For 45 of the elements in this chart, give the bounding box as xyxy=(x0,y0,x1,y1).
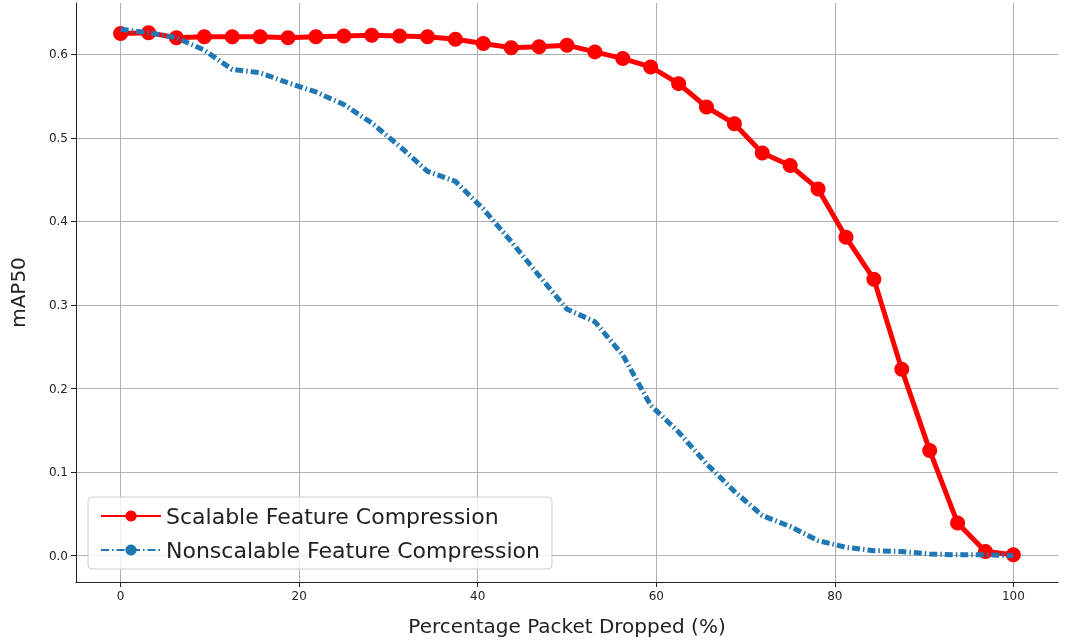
y-tick-label: 0.3 xyxy=(48,298,68,313)
point xyxy=(699,99,714,115)
x-tick-label: 80 xyxy=(827,589,843,603)
point xyxy=(475,36,491,52)
point xyxy=(671,76,687,92)
x-tick-label: 20 xyxy=(291,589,307,603)
point xyxy=(782,158,798,173)
x-tick-label: 0 xyxy=(116,589,125,603)
point xyxy=(224,29,240,45)
point xyxy=(336,28,352,44)
y-axis-title: mAP50 xyxy=(6,257,30,328)
point xyxy=(364,27,380,43)
point xyxy=(922,442,938,458)
point xyxy=(587,44,603,60)
point xyxy=(420,29,436,45)
point xyxy=(643,59,659,75)
y-tick-label: 0.1 xyxy=(48,465,68,480)
point xyxy=(810,181,826,197)
point xyxy=(754,145,770,161)
y-tick-label: 0.5 xyxy=(48,130,68,145)
point xyxy=(252,29,268,45)
point xyxy=(503,40,519,56)
point xyxy=(447,31,463,47)
x-tick-label: 100 xyxy=(1001,589,1025,603)
legend-label: Scalable Feature Compression xyxy=(166,503,499,529)
legend-label: Nonscalable Feature Compression xyxy=(166,537,540,563)
x-tick-label: 40 xyxy=(470,589,486,603)
point xyxy=(726,116,742,132)
point xyxy=(615,51,631,67)
y-tick-label: 0.0 xyxy=(48,548,68,563)
x-tick-label: 60 xyxy=(648,589,664,603)
point xyxy=(392,28,408,44)
point xyxy=(196,29,212,45)
y-tick-label: 0.6 xyxy=(48,47,68,62)
point xyxy=(280,30,296,46)
point xyxy=(559,37,575,53)
y-tick-label: 0.4 xyxy=(48,214,68,229)
point xyxy=(950,515,966,531)
point xyxy=(894,361,910,377)
point xyxy=(308,29,324,45)
point xyxy=(866,271,882,287)
x-axis-title: Percentage Packet Dropped (%) xyxy=(408,614,726,638)
point xyxy=(531,39,547,55)
point xyxy=(838,229,854,245)
y-tick-label: 0.2 xyxy=(48,381,68,396)
